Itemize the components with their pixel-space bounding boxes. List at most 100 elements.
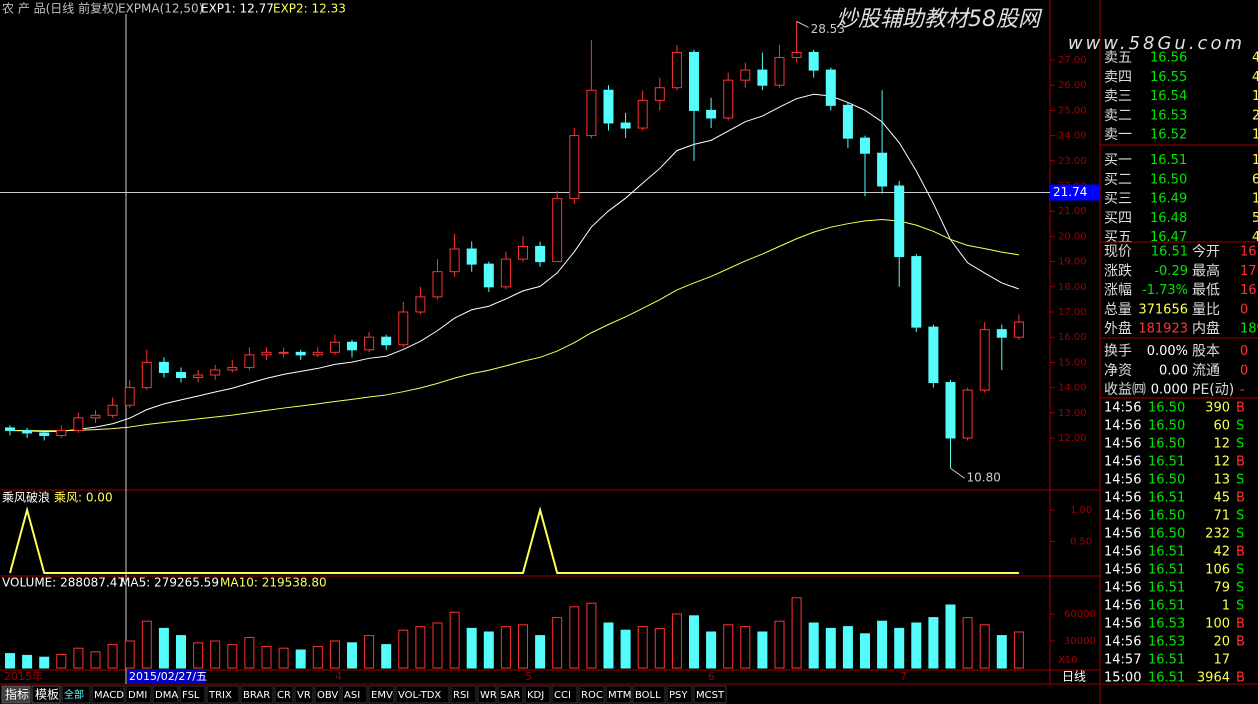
trade-volume: 3964 <box>1197 671 1230 686</box>
tab[interactable] <box>206 685 240 704</box>
tab-label[interactable]: SAR <box>500 690 520 701</box>
quote-label: 涨幅 <box>1104 283 1132 299</box>
tab[interactable] <box>61 685 91 704</box>
tab-label[interactable]: FSL <box>182 690 200 701</box>
tab[interactable] <box>152 685 179 704</box>
tab[interactable] <box>341 685 368 704</box>
trade-side: S <box>1236 563 1244 578</box>
tab-label[interactable]: VR <box>297 690 311 701</box>
trade-price: 16.50 <box>1148 527 1185 542</box>
quote-label: 涨跌 <box>1104 263 1132 279</box>
candle-body <box>347 341 357 351</box>
tab-label[interactable]: BOLL <box>635 690 661 701</box>
tab[interactable] <box>605 685 632 704</box>
volume-bar <box>603 622 614 669</box>
volume-bar <box>979 624 990 669</box>
tab-label[interactable]: CCI <box>554 690 571 701</box>
book-label: 买一 <box>1104 153 1132 169</box>
tab[interactable] <box>294 685 314 704</box>
candle-body <box>569 135 580 200</box>
tab[interactable] <box>240 685 274 704</box>
tab-label[interactable]: MCST <box>696 690 725 701</box>
stock-title: 农 产 品(日线 前复权) <box>2 1 119 16</box>
tab-label[interactable]: MTM <box>608 690 631 701</box>
volume-bar <box>757 631 768 669</box>
trade-side: B <box>1236 617 1245 632</box>
volume-bar <box>381 644 392 669</box>
book-volume: 2 <box>1252 108 1258 123</box>
tab[interactable] <box>179 685 206 704</box>
tab[interactable] <box>125 685 152 704</box>
trade-volume: 12 <box>1213 455 1230 470</box>
tab-label[interactable]: PSY <box>669 690 688 701</box>
y-tick-label: 12.00 <box>1058 433 1087 444</box>
tab-left-label[interactable]: 指标 <box>5 687 29 702</box>
tab-label[interactable]: KDJ <box>527 690 544 701</box>
candle-body <box>466 248 477 265</box>
volume-bar <box>842 626 853 669</box>
tab-label[interactable]: TRIX <box>208 690 232 701</box>
trade-side: S <box>1236 509 1244 524</box>
candle-body <box>996 329 1007 338</box>
tab[interactable] <box>450 685 477 704</box>
volume-bar <box>774 620 785 669</box>
candle-body <box>124 387 135 406</box>
candle-body <box>808 51 819 71</box>
volume-bar <box>347 642 357 669</box>
tab-label[interactable]: DMA <box>155 690 178 701</box>
tab-label[interactable]: ROC <box>581 690 603 701</box>
tab-right[interactable]: 日线 <box>1062 670 1086 684</box>
tab[interactable] <box>91 685 125 704</box>
tab-label[interactable]: DMI <box>128 690 147 701</box>
trade-time: 15:00 <box>1104 671 1141 686</box>
tab[interactable] <box>477 685 497 704</box>
tab[interactable] <box>314 685 341 704</box>
tab-label[interactable]: BRAR <box>243 690 270 701</box>
candle-body <box>740 69 751 81</box>
expma-line <box>9 219 1019 432</box>
trade-side: B <box>1236 455 1245 470</box>
quote-value: 371656 <box>1138 302 1188 317</box>
tab-label[interactable]: OBV <box>317 690 338 701</box>
candle-body <box>449 248 460 273</box>
candle-body <box>244 354 255 368</box>
tab[interactable] <box>497 685 524 704</box>
tab[interactable] <box>395 685 450 704</box>
trade-time: 14:56 <box>1104 545 1141 560</box>
cursor-label: 21.74 <box>1053 185 1087 199</box>
tab[interactable] <box>524 685 551 704</box>
quote-value: 0 <box>1240 344 1248 359</box>
tab-label[interactable]: EMV <box>371 690 393 701</box>
tab-label[interactable]: MACD <box>94 690 124 701</box>
tab-label[interactable]: CR <box>277 690 291 701</box>
trade-price: 16.53 <box>1148 635 1185 650</box>
quote-label: 量比 <box>1192 302 1220 318</box>
tab-label[interactable]: ASI <box>344 690 360 701</box>
candle-body <box>158 361 169 373</box>
tab[interactable] <box>632 685 666 704</box>
tab[interactable] <box>274 685 294 704</box>
tab-left-label[interactable]: 模板 <box>35 688 59 702</box>
watermark-title: 炒股辅助教材58股网 <box>836 7 1043 32</box>
tab-label[interactable]: WR <box>480 690 497 701</box>
tab[interactable] <box>578 685 605 704</box>
tab[interactable] <box>666 685 693 704</box>
volume-tick-label: 60000 <box>1064 609 1096 620</box>
tab[interactable] <box>368 685 395 704</box>
book-label: 买四 <box>1104 210 1132 226</box>
tab[interactable] <box>693 685 727 704</box>
trade-time: 14:56 <box>1104 419 1141 434</box>
candle-body <box>791 51 802 58</box>
book-volume: 1 <box>1252 89 1258 104</box>
volume-bar <box>962 617 973 669</box>
tab-label[interactable]: RSI <box>453 690 469 701</box>
tab-label[interactable]: 全部 <box>64 688 84 701</box>
tab-left[interactable] <box>31 685 61 704</box>
tab-left[interactable] <box>1 685 31 704</box>
candle-body <box>415 296 426 313</box>
tab-label[interactable]: VOL-TDX <box>398 690 441 701</box>
indicator-title: 乘风破浪 <box>2 490 50 505</box>
trade-time: 14:56 <box>1104 491 1141 506</box>
volume-bar <box>996 635 1007 669</box>
tab[interactable] <box>551 685 578 704</box>
